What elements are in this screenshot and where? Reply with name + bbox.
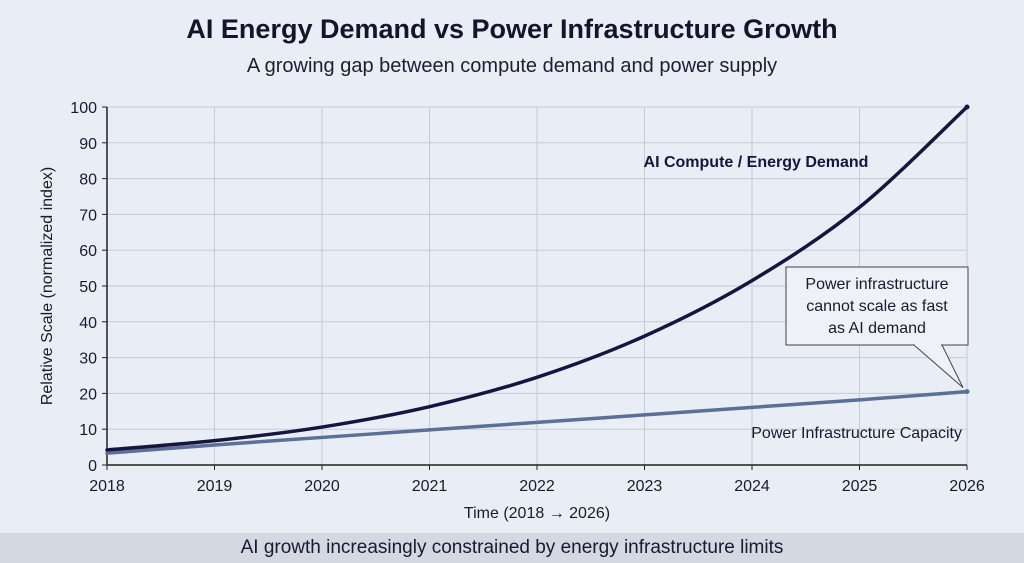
annotation-text-line: cannot scale as fast <box>806 298 948 315</box>
x-tick-label: 2025 <box>842 478 878 495</box>
y-tick-label: 100 <box>70 100 97 117</box>
series-label-ai-demand: AI Compute / Energy Demand <box>644 154 869 171</box>
x-tick-label: 2024 <box>734 478 770 495</box>
x-tick-label: 2022 <box>519 478 555 495</box>
y-tick-label: 80 <box>79 172 97 189</box>
x-tick-label: 2019 <box>197 478 233 495</box>
y-tick-label: 50 <box>79 279 97 296</box>
demand-endpoint <box>964 104 970 110</box>
x-tick-label: 2020 <box>304 478 340 495</box>
x-tick-label: 2021 <box>412 478 448 495</box>
annotation-box <box>785 266 969 346</box>
series-label-power-capacity: Power Infrastructure Capacity <box>751 425 962 442</box>
x-tick-label: 2026 <box>949 478 985 495</box>
x-tick-label: 2023 <box>627 478 663 495</box>
chart-title: AI Energy Demand vs Power Infrastructure… <box>186 14 838 44</box>
line-chart: 0 10 20 30 40 50 60 70 80 90 100 2018 2019 2020 2021 20… <box>39 100 985 522</box>
annotation-pointer <box>912 344 964 388</box>
series-line-ai-demand <box>105 105 969 452</box>
y-tick-label: 40 <box>79 315 97 332</box>
y-tick-label: 30 <box>79 351 97 368</box>
capacity-endpoint <box>964 389 970 395</box>
y-axis-label: Relative Scale (normalized index) <box>39 167 56 405</box>
y-tick-label: 70 <box>79 207 97 224</box>
y-tick-label: 90 <box>79 136 97 153</box>
chart-subtitle: A growing gap between compute demand and… <box>246 55 778 77</box>
annotation-text-line: as AI demand <box>828 320 926 337</box>
x-tick-label: 2018 <box>89 478 125 495</box>
x-axis-label: Time (2018 → 2026) <box>464 505 610 522</box>
annotation-text-line: Power infrastructure <box>805 276 948 293</box>
y-tick-label: 60 <box>79 243 97 260</box>
footer-banner: AI growth increasingly constrained by en… <box>0 533 1024 563</box>
y-tick-label: 0 <box>88 458 97 475</box>
series-line-power-capacity <box>105 389 969 455</box>
y-tick-label: 10 <box>79 422 97 439</box>
y-tick-label: 20 <box>79 386 97 403</box>
